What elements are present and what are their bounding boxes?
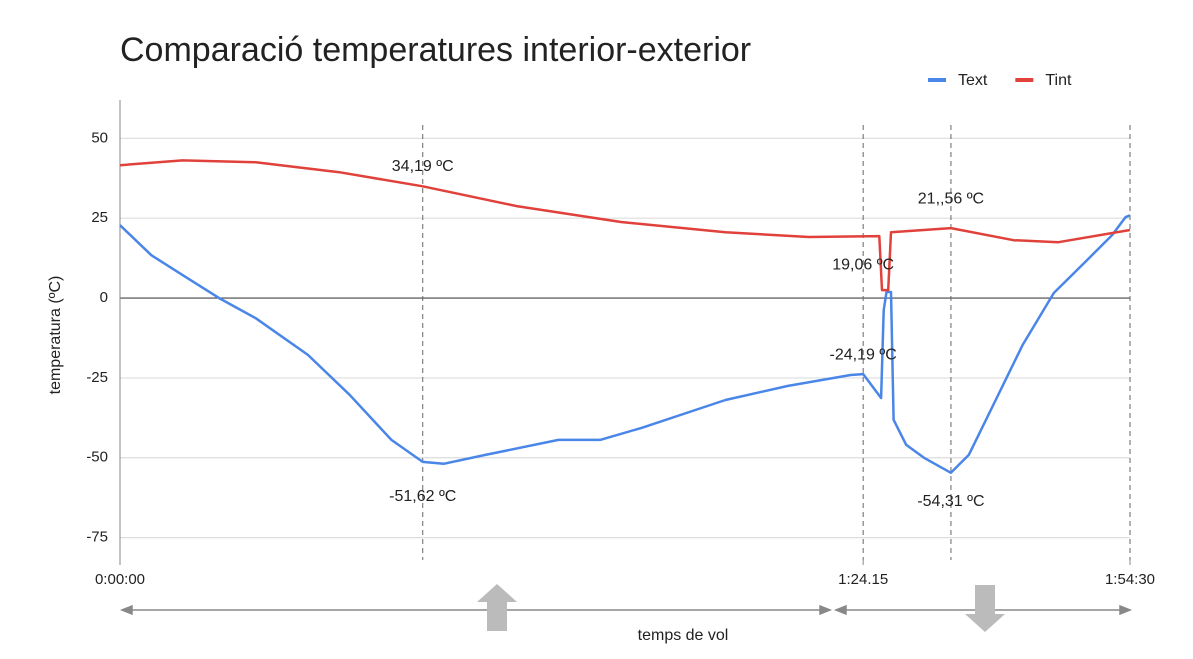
- ascent-icon: [477, 584, 517, 631]
- arrow-head: [119, 604, 833, 616]
- arrow-head: [833, 604, 1133, 616]
- time-arrows: [119, 604, 1133, 616]
- legend-label: Tint: [1045, 72, 1072, 89]
- series-line: [119, 159, 1131, 292]
- descent-icon: [965, 585, 1005, 632]
- y-tick-label: -75: [86, 529, 108, 546]
- annotation: 19,06 ºC: [832, 256, 894, 273]
- x-tick-label: 0:00:00: [95, 571, 145, 588]
- series-line: [119, 214, 1131, 475]
- chart-title: Comparació temperatures interior-exterio…: [120, 31, 751, 69]
- y-tick-label: -25: [86, 369, 108, 386]
- x-tick-label: 1:24.15: [838, 571, 888, 588]
- y-tick-label: 0: [100, 289, 108, 306]
- annotation: -24,19 ºC: [830, 347, 897, 364]
- annotation: 34,19 ºC: [392, 158, 454, 175]
- x-tick-label: 1:54:30: [1105, 571, 1155, 588]
- annotation: 21,,56 ºC: [918, 190, 984, 207]
- legend-label: Text: [958, 72, 988, 89]
- annotation: -54,31 ºC: [917, 493, 984, 510]
- y-tick-label: 25: [91, 209, 108, 226]
- y-axis-label: temperatura (ºC): [47, 276, 64, 395]
- x-axis-label: temps de vol: [638, 627, 729, 644]
- y-tick-label: -50: [86, 449, 108, 466]
- annotation: -51,62 ºC: [389, 488, 456, 505]
- y-tick-label: 50: [91, 129, 108, 146]
